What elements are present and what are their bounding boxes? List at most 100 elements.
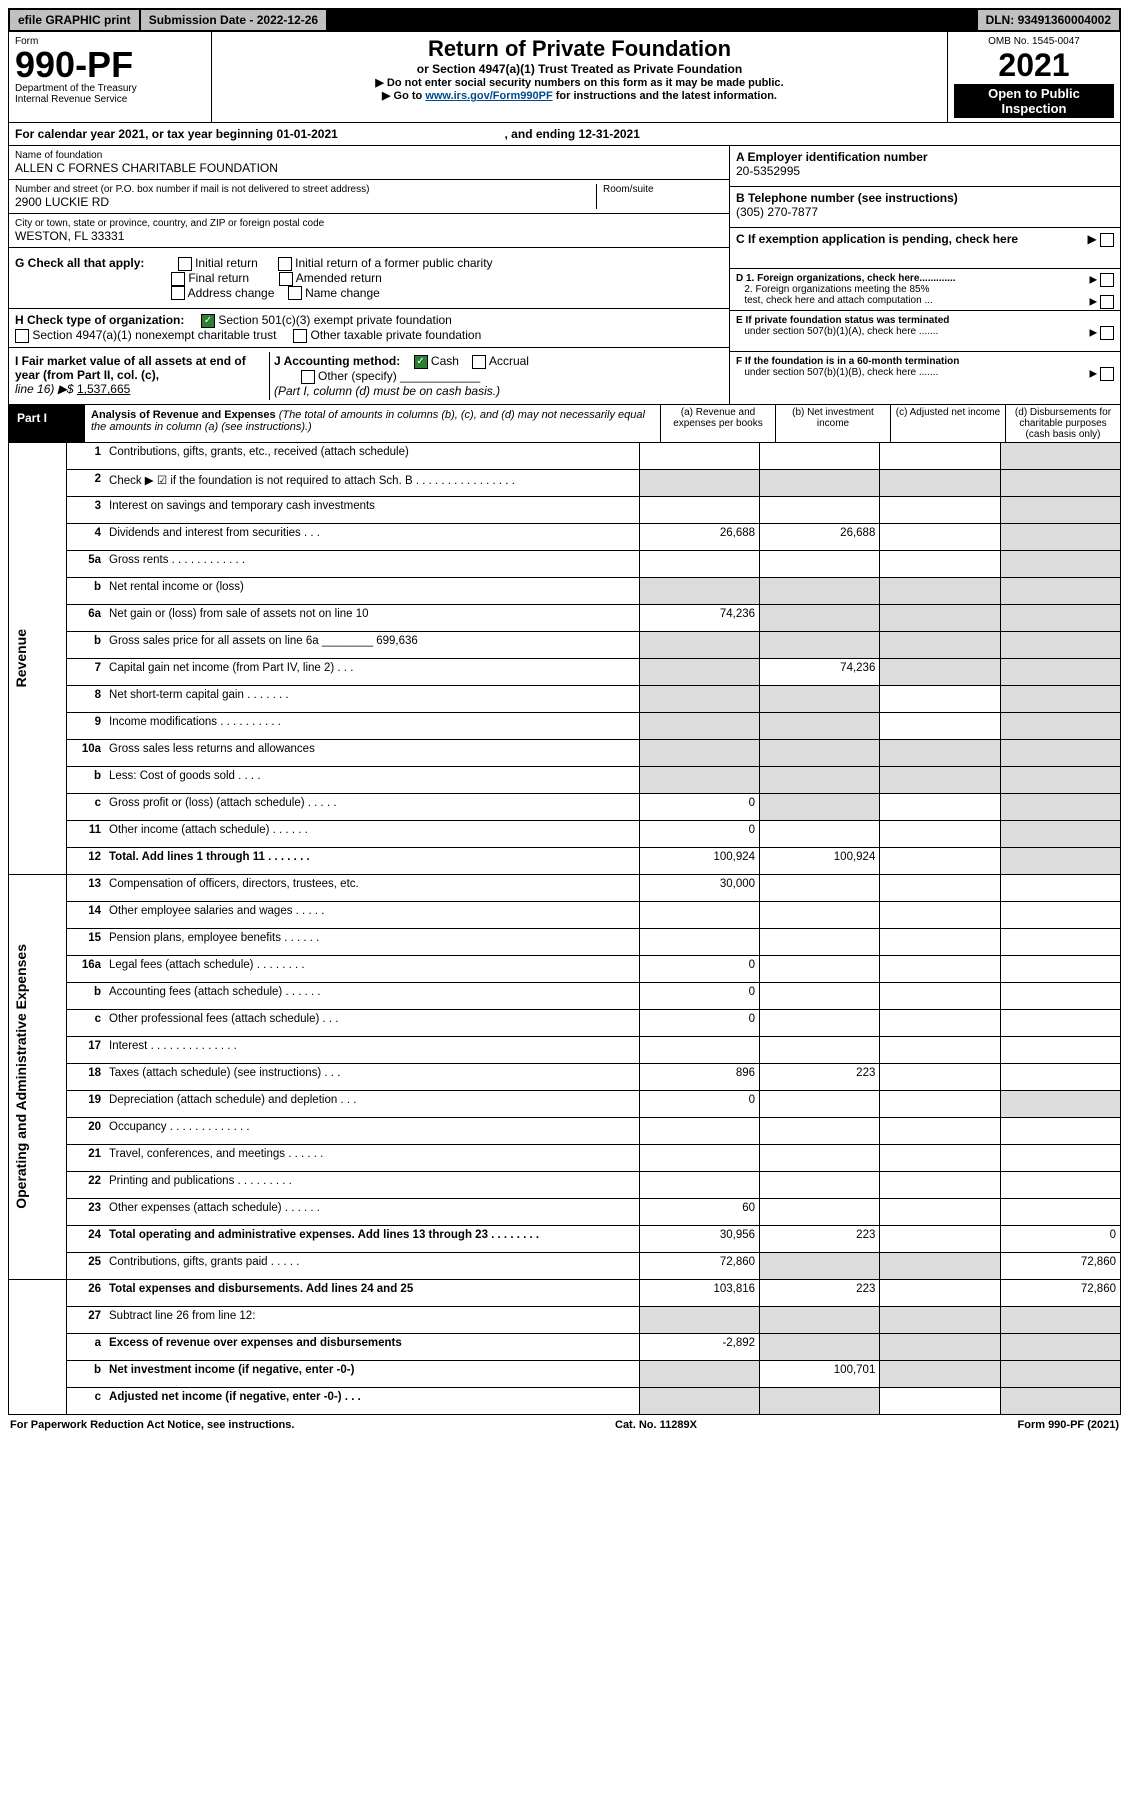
col-c-value (880, 443, 1000, 470)
col-c-value (880, 604, 1000, 631)
col-c-value (880, 1117, 1000, 1144)
col-c-value (880, 1306, 1000, 1333)
j-cash: Cash (431, 354, 459, 368)
column-d-header: (d) Disbursements for charitable purpose… (1005, 405, 1120, 442)
checkbox-exemption-pending[interactable] (1100, 233, 1114, 247)
j-label: J Accounting method: (274, 354, 400, 368)
line-17: 17Interest . . . . . . . . . . . . . . (9, 1036, 1121, 1063)
col-a-value (639, 577, 759, 604)
checkbox-cash[interactable]: ✓ (414, 355, 428, 369)
checkbox-name-change[interactable] (288, 286, 302, 300)
line-24: 24Total operating and administrative exp… (9, 1225, 1121, 1252)
col-d-value (1000, 847, 1120, 874)
form-title: Return of Private Foundation (218, 36, 941, 62)
d2a-label: 2. Foreign organizations meeting the 85% (744, 284, 929, 295)
line-1: Revenue1Contributions, gifts, grants, et… (9, 443, 1121, 470)
line-description: Contributions, gifts, grants, etc., rece… (105, 443, 639, 470)
col-d-value (1000, 982, 1120, 1009)
line-description: Travel, conferences, and meetings . . . … (105, 1144, 639, 1171)
foundation-name-cell: Name of foundation ALLEN C FORNES CHARIT… (9, 146, 729, 180)
col-d-value (1000, 658, 1120, 685)
city-label: City or town, state or province, country… (15, 218, 723, 229)
telephone-label: B Telephone number (see instructions) (736, 191, 958, 205)
checkbox-status-terminated[interactable] (1100, 326, 1114, 340)
column-c-header: (c) Adjusted net income (890, 405, 1005, 442)
form-id-block: Form 990-PF Department of the Treasury I… (9, 32, 212, 122)
col-a-value: 896 (639, 1063, 759, 1090)
col-d-value (1000, 1090, 1120, 1117)
line-number: 10a (66, 739, 105, 766)
line-22: 22Printing and publications . . . . . . … (9, 1171, 1121, 1198)
line-26: 26Total expenses and disbursements. Add … (9, 1279, 1121, 1306)
line-description: Accounting fees (attach schedule) . . . … (105, 982, 639, 1009)
col-d-value (1000, 685, 1120, 712)
efile-graphic-print: efile GRAPHIC print (10, 10, 141, 30)
column-b-header: (b) Net investment income (775, 405, 890, 442)
line-description: Other income (attach schedule) . . . . .… (105, 820, 639, 847)
line-description: Taxes (attach schedule) (see instruction… (105, 1063, 639, 1090)
checkbox-foreign-org[interactable] (1100, 273, 1114, 287)
instructions-link-line: ▶ Go to www.irs.gov/Form990PF for instru… (218, 89, 941, 102)
line-23: 23Other expenses (attach schedule) . . .… (9, 1198, 1121, 1225)
line-11: 11Other income (attach schedule) . . . .… (9, 820, 1121, 847)
col-d-value (1000, 577, 1120, 604)
checkbox-other-taxable[interactable] (293, 329, 307, 343)
topbar: efile GRAPHIC print Submission Date - 20… (8, 8, 1121, 32)
col-c-value (880, 523, 1000, 550)
open-to-public: Open to Public Inspection (954, 84, 1114, 118)
line-description: Check ▶ ☑ if the foundation is not requi… (105, 469, 639, 496)
col-a-value (639, 1387, 759, 1414)
line-description: Net gain or (loss) from sale of assets n… (105, 604, 639, 631)
line-b: bNet investment income (if negative, ent… (9, 1360, 1121, 1387)
line-14: 14Other employee salaries and wages . . … (9, 901, 1121, 928)
col-b-value (760, 766, 880, 793)
telephone-cell: B Telephone number (see instructions) (3… (730, 187, 1120, 228)
checkbox-501c3[interactable]: ✓ (201, 314, 215, 328)
checkbox-4947[interactable] (15, 329, 29, 343)
line-description: Adjusted net income (if negative, enter … (105, 1387, 639, 1414)
year-block: OMB No. 1545-0047 2021 Open to Public In… (947, 32, 1120, 122)
line-description: Subtract line 26 from line 12: (105, 1306, 639, 1333)
checkbox-60month[interactable] (1100, 367, 1114, 381)
col-b-value (760, 901, 880, 928)
line-6a: 6aNet gain or (loss) from sale of assets… (9, 604, 1121, 631)
line-description: Total. Add lines 1 through 11 . . . . . … (105, 847, 639, 874)
checkbox-other-method[interactable] (301, 370, 315, 384)
checkbox-address-change[interactable] (171, 286, 185, 300)
checkbox-amended-return[interactable] (279, 272, 293, 286)
page-footer: For Paperwork Reduction Act Notice, see … (8, 1415, 1121, 1431)
ssn-warning: ▶ Do not enter social security numbers o… (218, 76, 941, 89)
ein-label: A Employer identification number (736, 150, 928, 164)
col-d-value (1000, 1117, 1120, 1144)
col-d-value (1000, 550, 1120, 577)
d2b-label: test, check here and attach computation … (744, 295, 932, 306)
room-suite-cell: Room/suite (596, 184, 723, 209)
checkbox-final-return[interactable] (171, 272, 185, 286)
col-a-value: 0 (639, 982, 759, 1009)
col-d-value (1000, 1306, 1120, 1333)
col-b-value (760, 820, 880, 847)
checkbox-initial-return[interactable] (178, 257, 192, 271)
irs-label: Internal Revenue Service (15, 94, 205, 105)
checkbox-accrual[interactable] (472, 355, 486, 369)
col-b-value: 100,701 (760, 1360, 880, 1387)
form-header: Form 990-PF Department of the Treasury I… (8, 32, 1121, 123)
calyear-begin: For calendar year 2021, or tax year begi… (15, 127, 338, 141)
checkbox-85pct-test[interactable] (1100, 295, 1114, 309)
col-a-value: 100,924 (639, 847, 759, 874)
col-b-value (760, 1171, 880, 1198)
line-b: bLess: Cost of goods sold . . . . (9, 766, 1121, 793)
col-c-value (880, 658, 1000, 685)
column-a-header: (a) Revenue and expenses per books (660, 405, 775, 442)
col-a-value (639, 443, 759, 470)
col-a-value: 30,000 (639, 874, 759, 901)
checkbox-initial-return-former[interactable] (278, 257, 292, 271)
col-b-value (760, 550, 880, 577)
col-c-value (880, 982, 1000, 1009)
city-value: WESTON, FL 33331 (15, 229, 723, 243)
h-4947: Section 4947(a)(1) nonexempt charitable … (32, 328, 276, 342)
form-number: 990-PF (15, 47, 205, 83)
instructions-link[interactable]: www.irs.gov/Form990PF (425, 90, 552, 102)
line-5a: 5aGross rents . . . . . . . . . . . . (9, 550, 1121, 577)
submission-date-value: 2022-12-26 (257, 13, 318, 27)
